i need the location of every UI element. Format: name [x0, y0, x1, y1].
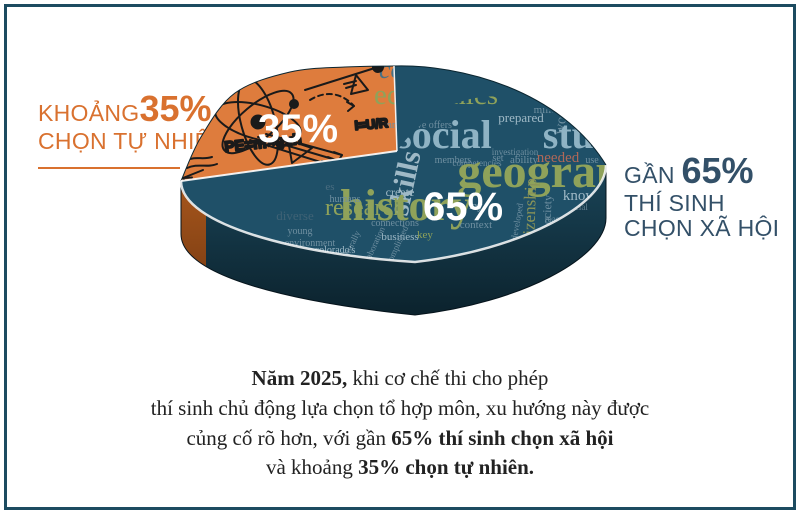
svg-text:prepared: prepared: [498, 110, 544, 125]
svg-text:young: young: [288, 226, 313, 237]
svg-text:35%: 35%: [258, 107, 338, 151]
svg-text:key: key: [417, 229, 433, 241]
svg-text:65%: 65%: [423, 185, 503, 229]
svg-text:PE=mgy: PE=mgy: [339, 46, 393, 66]
svg-text:good: good: [574, 118, 597, 130]
svg-text:es: es: [325, 181, 334, 193]
svg-text:diverse: diverse: [276, 208, 314, 223]
svg-text:I=U/R: I=U/R: [354, 115, 389, 133]
